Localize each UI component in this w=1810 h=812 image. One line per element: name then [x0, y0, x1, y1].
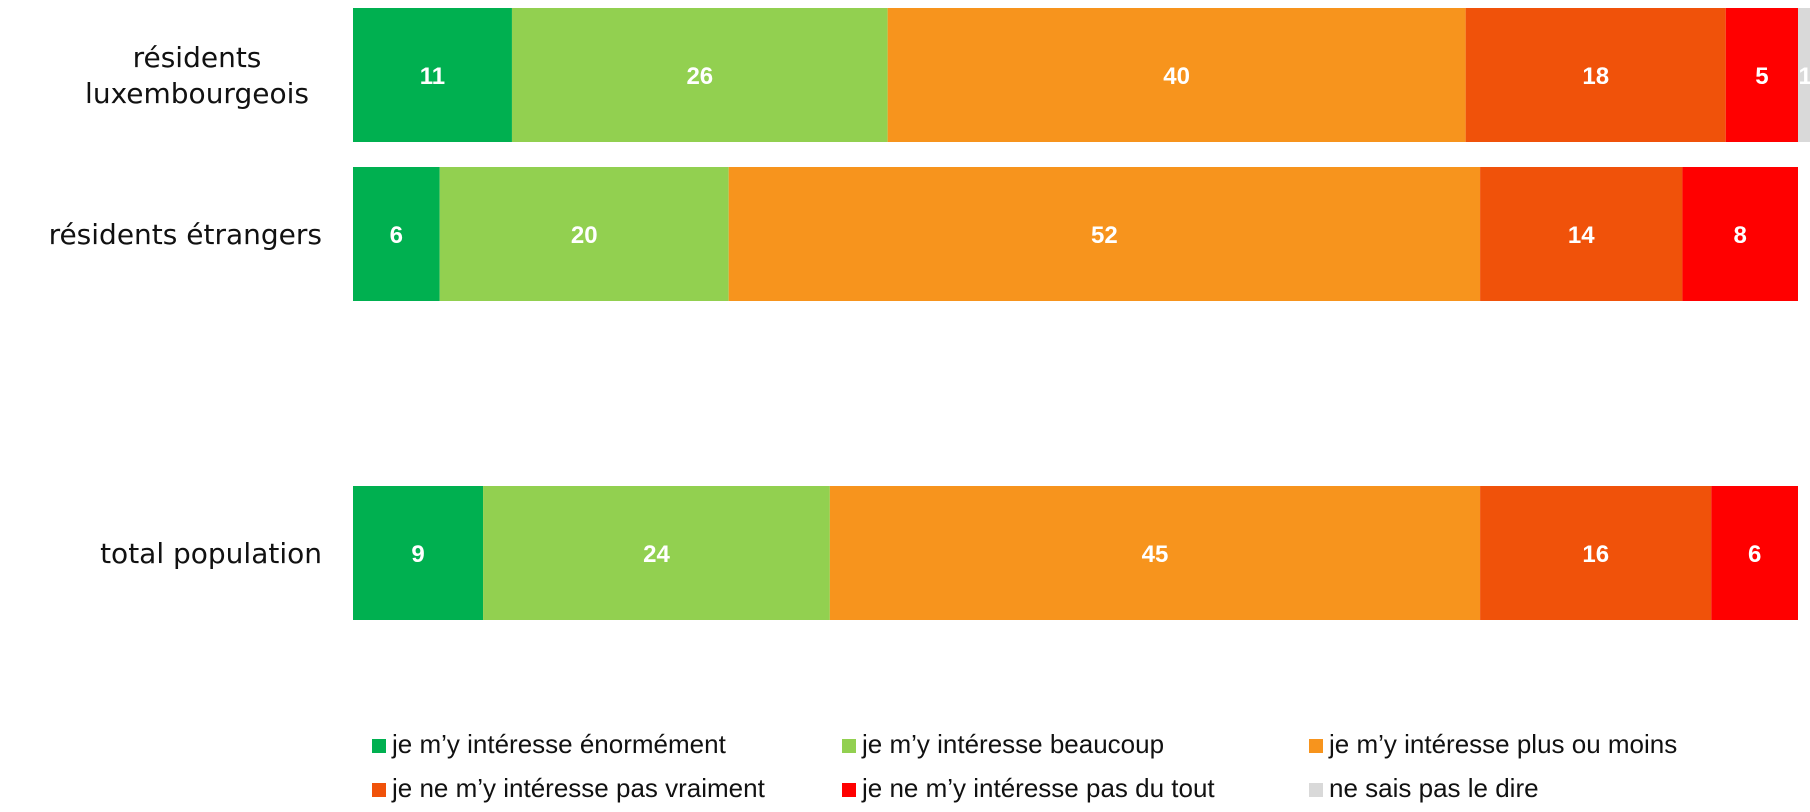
category-label: résidents étrangers: [49, 218, 322, 251]
bar-segment: [728, 167, 1481, 301]
bar-segment: [1711, 486, 1798, 620]
data-label: 26: [686, 63, 713, 90]
data-label: 14: [1568, 222, 1595, 249]
legend-label: je m’y intéresse énormément: [391, 729, 727, 759]
data-label: 20: [571, 222, 598, 249]
legend: je m’y intéresse énormément je m’y intére…: [372, 729, 1677, 803]
bar-segment: [1798, 8, 1810, 142]
data-label: 11: [420, 63, 445, 90]
bars-layer: 1126401851620521480924451660: [353, 8, 1810, 620]
data-label: 52: [1091, 222, 1118, 249]
bar-segment: [1725, 8, 1798, 142]
legend-label: je ne m’y intéresse pas du tout: [861, 773, 1215, 803]
bar-segment: [353, 167, 440, 301]
data-label: 16: [1582, 541, 1609, 568]
category-labels: résidents luxembourgeois résidents étrange…: [49, 41, 322, 570]
bar-segment: [887, 8, 1466, 142]
bar-segment: [829, 486, 1481, 620]
data-label: 5: [1755, 63, 1768, 90]
data-label: 1: [1799, 63, 1810, 90]
bar-segment: [1480, 486, 1712, 620]
bar-segment: [483, 486, 830, 620]
bar-segment: [353, 486, 484, 620]
bar-segment: [1480, 167, 1683, 301]
legend-swatch: [1309, 739, 1323, 753]
legend-swatch: [1309, 783, 1323, 797]
bar-segment: [511, 8, 888, 142]
legend-swatch: [842, 783, 856, 797]
legend-label: je ne m’y intéresse pas vraiment: [391, 773, 766, 803]
category-label: total population: [100, 537, 322, 570]
legend-label: je m’y intéresse beaucoup: [861, 729, 1164, 759]
legend-swatch: [842, 739, 856, 753]
category-label: résidents luxembourgeois: [85, 41, 309, 110]
data-label: 24: [643, 541, 670, 568]
data-label: 40: [1163, 63, 1190, 90]
legend-label: ne sais pas le dire: [1329, 773, 1539, 803]
data-label: 6: [1748, 541, 1761, 568]
data-label: 18: [1582, 63, 1609, 90]
bar-segment: [1465, 8, 1726, 142]
data-label: 0: [1805, 222, 1810, 249]
data-label: 8: [1734, 222, 1747, 249]
legend-swatch: [372, 739, 386, 753]
legend-label: je m’y intéresse plus ou moins: [1328, 729, 1677, 759]
legend-swatch: [372, 783, 386, 797]
data-label: 6: [390, 222, 403, 249]
data-label: 0: [1805, 541, 1810, 568]
bar-segment: [353, 8, 512, 142]
bar-segment: [439, 167, 729, 301]
data-label: 45: [1142, 541, 1169, 568]
bar-segment: [1682, 167, 1798, 301]
data-label: 9: [411, 541, 424, 568]
